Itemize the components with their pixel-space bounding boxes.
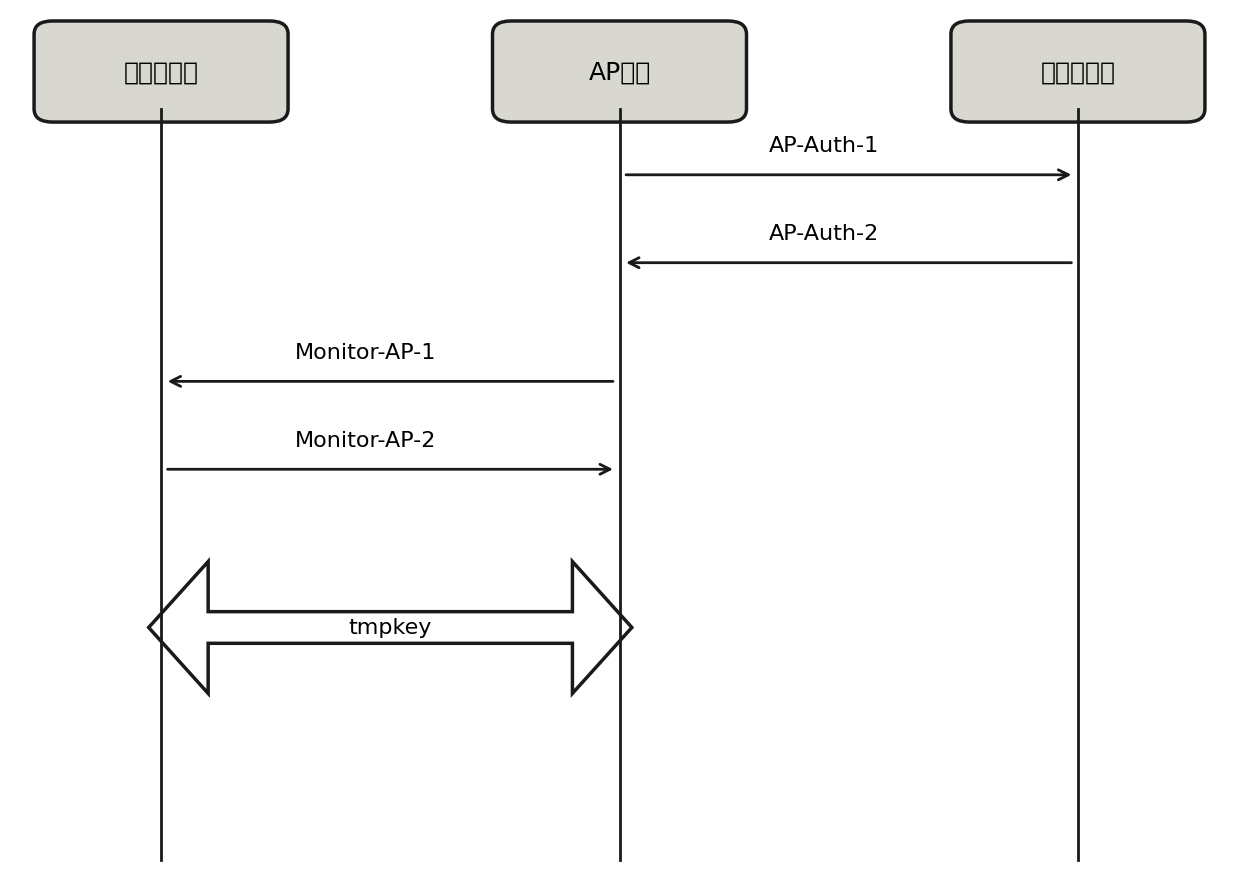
Text: AP-Auth-2: AP-Auth-2 (769, 224, 878, 244)
Polygon shape (149, 562, 632, 694)
Text: tmpkey: tmpkey (348, 618, 432, 637)
Text: AP设备: AP设备 (589, 61, 650, 84)
FancyBboxPatch shape (492, 22, 746, 123)
FancyBboxPatch shape (952, 22, 1204, 123)
Text: Monitor-AP-1: Monitor-AP-1 (295, 342, 436, 363)
Text: 认证服务器: 认证服务器 (1041, 61, 1115, 84)
Text: 运动监测仪: 运动监测仪 (124, 61, 198, 84)
Text: Monitor-AP-2: Monitor-AP-2 (295, 430, 436, 450)
FancyBboxPatch shape (35, 22, 287, 123)
Text: AP-Auth-1: AP-Auth-1 (769, 136, 878, 156)
